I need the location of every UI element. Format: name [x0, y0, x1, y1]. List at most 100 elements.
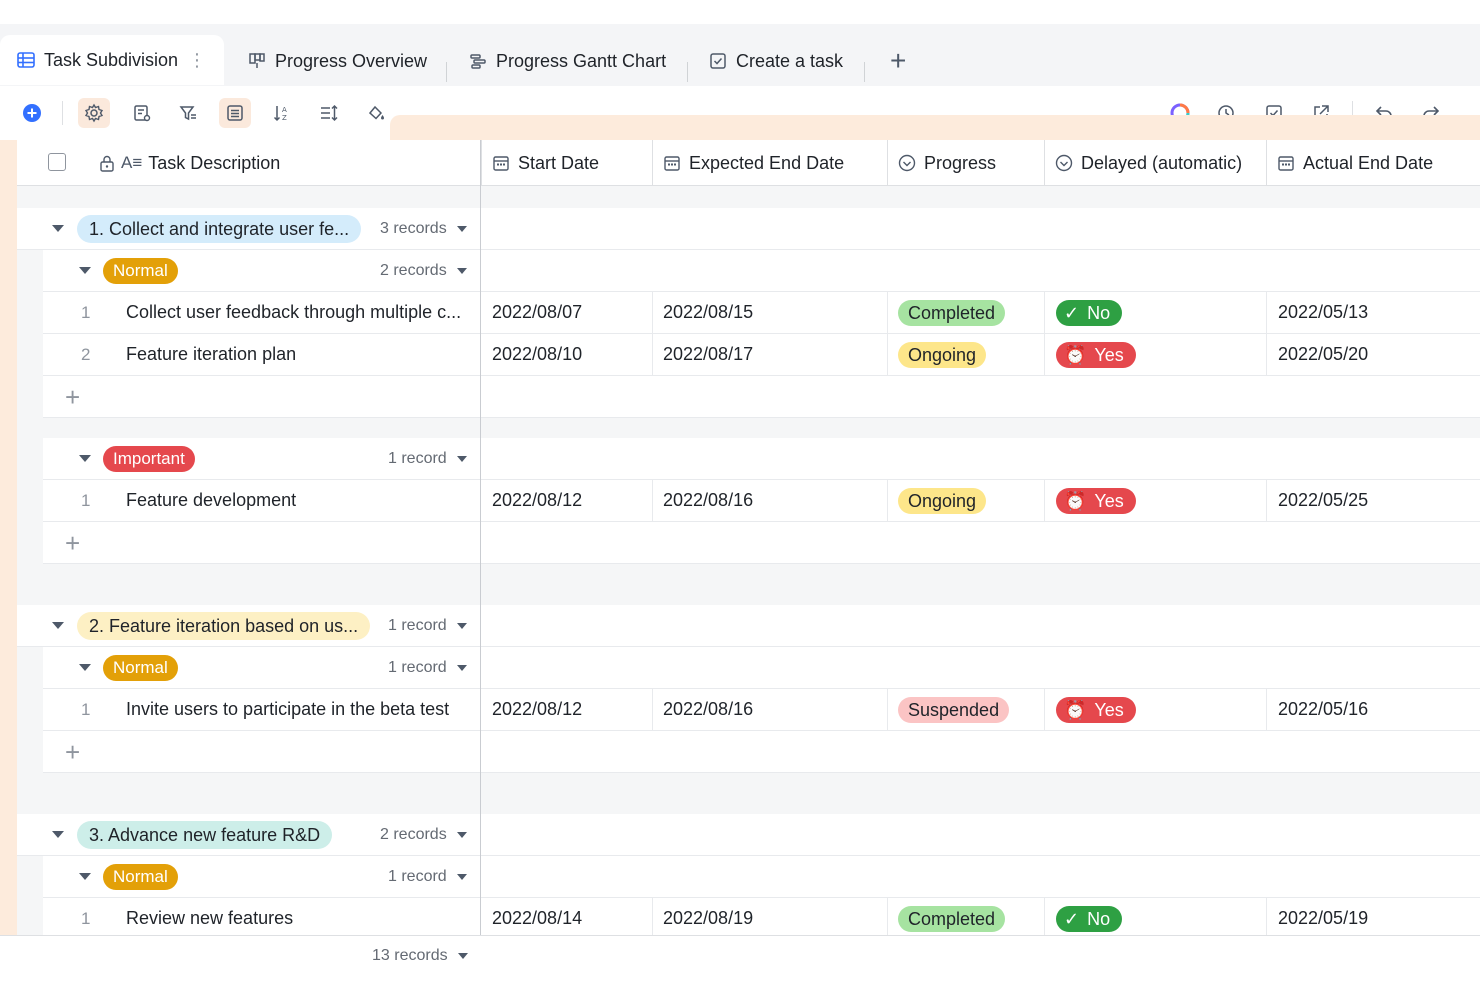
task-description-cell[interactable]: Feature development [126, 490, 297, 510]
tab-progress-gantt-chart[interactable]: Progress Gantt Chart [468, 36, 666, 86]
dropdown-caret-icon [456, 873, 467, 880]
select-all-checkbox[interactable] [48, 153, 66, 171]
start-date-cell[interactable]: 2022/08/07 [492, 302, 583, 322]
fill-color-button[interactable] [360, 98, 392, 128]
actual-end-date-cell[interactable]: 2022/05/16 [1278, 699, 1369, 719]
tab-more-icon[interactable]: ⋮ [188, 49, 206, 70]
table-row[interactable]: 1 Review new features 2022/08/14 2022/08… [43, 898, 1480, 935]
total-record-count[interactable]: 13 records [372, 947, 468, 965]
expected-end-date-cell[interactable]: 2022/08/17 [663, 344, 754, 364]
group-record-count[interactable]: 1 record [388, 868, 467, 886]
delayed-chip[interactable]: ✓ No [1056, 299, 1123, 326]
collapse-caret-icon[interactable] [52, 225, 64, 232]
group-record-count[interactable]: 1 record [388, 617, 467, 635]
table-row[interactable]: 1 Collect user feedback through multiple… [43, 292, 1480, 334]
column-header-start-date[interactable]: Start Date [481, 140, 652, 186]
table-row[interactable]: 1 Feature development 2022/08/12 2022/08… [43, 480, 1480, 522]
row-number: 1 [81, 908, 91, 928]
delayed-chip[interactable]: ⏰ Yes [1056, 487, 1136, 514]
row-height-icon [321, 104, 338, 122]
cell-divider [1266, 898, 1267, 935]
sort-icon: AZ [273, 106, 287, 122]
group-record-count[interactable]: 3 records [380, 220, 467, 238]
add-row-icon[interactable]: + [65, 736, 81, 767]
group-record-count[interactable]: 1 record [388, 659, 467, 677]
date-icon [493, 156, 509, 171]
group-record-count[interactable]: 2 records [380, 826, 467, 844]
add-record-button[interactable] [16, 98, 48, 128]
cell-divider [1044, 334, 1045, 375]
subgroup-header-row[interactable]: Normal 2 records [43, 250, 1480, 292]
start-date-cell[interactable]: 2022/08/12 [492, 699, 583, 719]
group-button[interactable] [219, 98, 251, 128]
filter-button[interactable] [172, 98, 204, 128]
actual-end-date-cell[interactable]: 2022/05/20 [1278, 344, 1369, 364]
add-record-row[interactable]: + [43, 376, 1480, 418]
accent-strip [390, 115, 1480, 140]
collapse-caret-icon[interactable] [79, 267, 91, 274]
collapse-caret-icon[interactable] [79, 873, 91, 880]
table-row[interactable]: 1 Invite users to participate in the bet… [43, 689, 1480, 731]
group-header-row[interactable]: 1. Collect and integrate user fe... 3 re… [17, 208, 1480, 250]
collapse-caret-icon[interactable] [52, 622, 64, 629]
expected-end-date-cell[interactable]: 2022/08/15 [663, 302, 754, 322]
column-header-progress[interactable]: Progress [887, 140, 1044, 186]
progress-chip[interactable]: Completed [898, 299, 1006, 326]
column-header-row: A≡ Task Description Start Date Expected … [17, 140, 1480, 186]
collapse-caret-icon[interactable] [79, 455, 91, 462]
add-row-icon[interactable]: + [65, 381, 81, 412]
row-height-button[interactable] [313, 98, 345, 128]
subgroup-header-row[interactable]: Important 1 record [43, 438, 1480, 480]
column-header-actual-end-date[interactable]: Actual End Date [1266, 140, 1480, 186]
group-record-count[interactable]: 2 records [380, 262, 467, 280]
start-date-cell[interactable]: 2022/08/10 [492, 344, 583, 364]
add-record-row[interactable]: + [43, 522, 1480, 564]
start-date-cell[interactable]: 2022/08/14 [492, 908, 583, 928]
add-record-row[interactable]: + [43, 731, 1480, 773]
task-description-cell[interactable]: Review new features [126, 908, 294, 928]
group-record-count[interactable]: 1 record [388, 450, 467, 468]
task-description-cell[interactable]: Collect user feedback through multiple c… [126, 302, 462, 322]
progress-chip[interactable]: Ongoing [898, 341, 987, 368]
tab-task-subdivision[interactable]: Task Subdivision ⋮ [0, 35, 224, 85]
subgroup-header-row[interactable]: Normal 1 record [43, 856, 1480, 898]
actual-end-date-cell[interactable]: 2022/05/25 [1278, 490, 1369, 510]
field-config-button[interactable] [126, 98, 158, 128]
expected-end-date-cell[interactable]: 2022/08/16 [663, 490, 754, 510]
tab-progress-overview[interactable]: Progress Overview [247, 36, 427, 86]
row-number: 1 [81, 490, 91, 510]
tab-create-a-task[interactable]: Create a task [708, 36, 843, 86]
actual-end-date-cell[interactable]: 2022/05/13 [1278, 302, 1369, 322]
group-header-row[interactable]: 3. Advance new feature R&D 2 records [17, 814, 1480, 856]
expected-end-date-cell[interactable]: 2022/08/16 [663, 699, 754, 719]
task-description-cell[interactable]: Feature iteration plan [126, 344, 297, 364]
level-chip-normal: Normal [103, 654, 178, 681]
expected-end-date-cell[interactable]: 2022/08/19 [663, 908, 754, 928]
collapse-caret-icon[interactable] [79, 664, 91, 671]
settings-icon [84, 103, 104, 123]
column-header-task-description[interactable]: A≡ Task Description [17, 140, 480, 186]
table-row[interactable]: 2 Feature iteration plan 2022/08/10 2022… [43, 334, 1480, 376]
progress-chip[interactable]: Suspended [898, 696, 1010, 723]
progress-chip[interactable]: Ongoing [898, 487, 987, 514]
delayed-chip[interactable]: ⏰ Yes [1056, 696, 1136, 723]
actual-end-date-cell[interactable]: 2022/05/19 [1278, 908, 1369, 928]
add-row-icon[interactable]: + [65, 527, 81, 558]
settings-button[interactable] [78, 98, 110, 128]
cell-divider [652, 334, 653, 375]
cell-divider [652, 898, 653, 935]
add-view-button[interactable]: + [890, 36, 906, 86]
progress-chip[interactable]: Completed [898, 905, 1006, 932]
field-config-icon [134, 105, 151, 122]
start-date-cell[interactable]: 2022/08/12 [492, 490, 583, 510]
subgroup-header-row[interactable]: Normal 1 record [43, 647, 1480, 689]
group-header-row[interactable]: 2. Feature iteration based on us... 1 re… [17, 605, 1480, 647]
column-header-expected-end-date[interactable]: Expected End Date [652, 140, 887, 186]
delayed-chip[interactable]: ✓ No [1056, 905, 1123, 932]
column-header-delayed[interactable]: Delayed (automatic) [1044, 140, 1266, 186]
collapse-caret-icon[interactable] [52, 831, 64, 838]
task-description-cell[interactable]: Invite users to participate in the beta … [126, 699, 450, 719]
delayed-chip[interactable]: ⏰ Yes [1056, 341, 1136, 368]
cell-divider [887, 689, 888, 730]
